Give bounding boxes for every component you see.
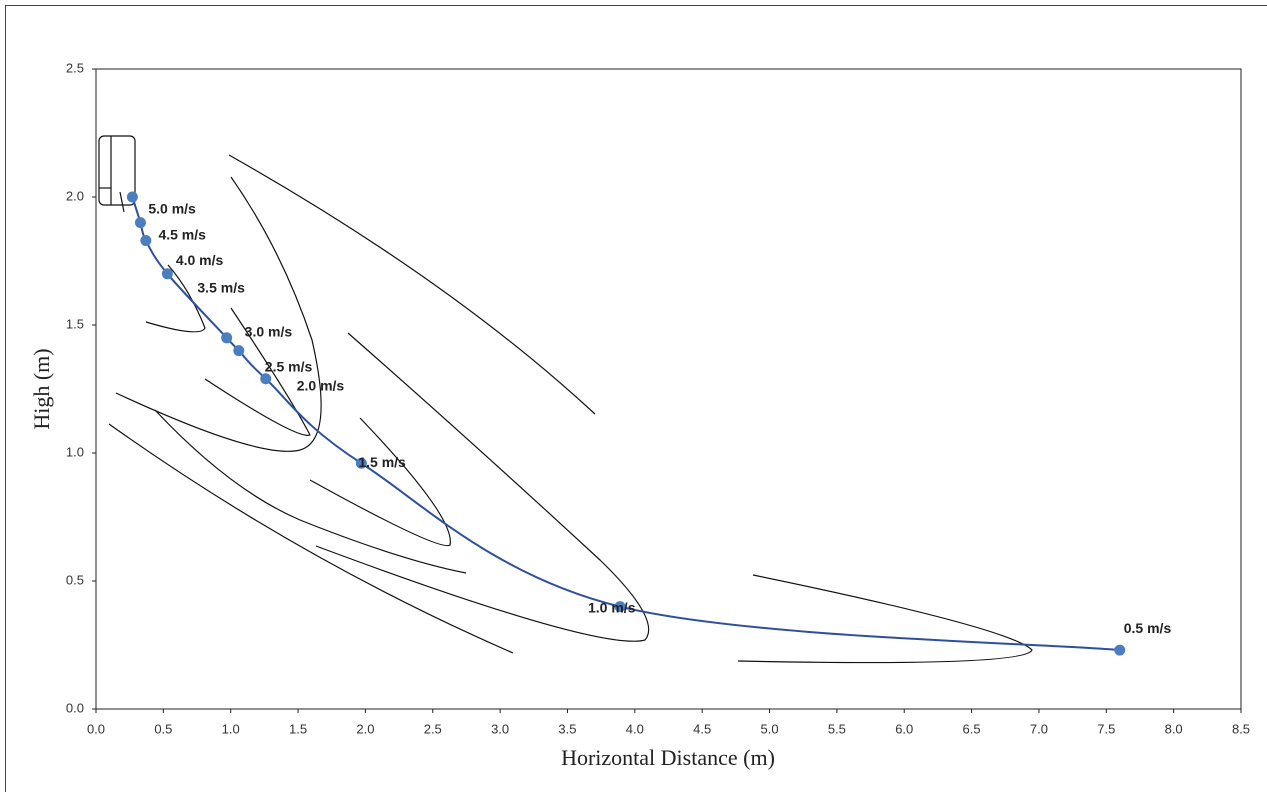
x-tick-label: 2.0	[356, 721, 374, 736]
trajectory-curve	[115, 176, 322, 452]
y-tick-label: 1.5	[66, 316, 84, 331]
y-tick-label: 0.0	[66, 700, 84, 715]
trajectory-curve	[154, 409, 467, 574]
plot-area	[95, 68, 1242, 710]
data-point	[134, 217, 146, 229]
point-label: 3.5 m/s	[197, 280, 245, 296]
point-label: 1.5 m/s	[358, 454, 406, 470]
x-tick-label: 8.0	[1165, 721, 1183, 736]
x-tick-label: 4.5	[693, 721, 711, 736]
point-label: 1.0 m/s	[588, 599, 636, 615]
data-point	[260, 373, 272, 385]
y-axis-title: High (m)	[29, 348, 54, 429]
x-tick-label: 7.0	[1030, 721, 1048, 736]
x-tick-label: 8.5	[1232, 721, 1250, 736]
x-tick-label: 2.5	[424, 721, 442, 736]
x-tick-label: 0.0	[87, 721, 105, 736]
series-line	[131, 196, 1120, 652]
x-tick-label: 6.0	[895, 721, 913, 736]
data-point	[355, 457, 367, 469]
x-tick-label: 1.5	[289, 721, 307, 736]
trajectory-curve	[315, 332, 650, 642]
y-tick-label: 1.0	[66, 444, 84, 459]
x-tick-label: 1.0	[222, 721, 240, 736]
y-tick-label: 2.0	[66, 188, 84, 203]
data-point	[221, 332, 233, 344]
x-tick-label: 6.5	[963, 721, 981, 736]
trajectory-curve	[737, 574, 1033, 664]
point-label: 4.0 m/s	[176, 252, 224, 268]
point-label: 2.0 m/s	[297, 377, 345, 393]
point-label: 0.5 m/s	[1124, 620, 1172, 636]
trajectory-curve	[309, 417, 451, 547]
point-label: 2.5 m/s	[265, 358, 313, 374]
data-point	[161, 268, 173, 280]
x-tick-label: 7.5	[1097, 721, 1115, 736]
decorations	[98, 135, 1033, 664]
data-point	[140, 235, 152, 247]
data-point	[126, 191, 138, 203]
trajectory-curve	[228, 154, 596, 415]
y-tick-label: 2.5	[66, 60, 84, 75]
data-point	[1114, 644, 1126, 656]
y-tick-label: 0.5	[66, 572, 84, 587]
machine	[98, 135, 136, 206]
x-axis-title: Horizontal Distance (m)	[561, 745, 775, 770]
x-tick-label: 0.5	[154, 721, 172, 736]
data-point	[614, 601, 626, 613]
x-tick-label: 5.5	[828, 721, 846, 736]
x-tick-label: 5.0	[760, 721, 778, 736]
trajectory-curve	[204, 307, 311, 436]
data-point	[233, 345, 245, 357]
x-tick-label: 3.5	[558, 721, 576, 736]
machine-part	[119, 191, 125, 213]
point-label: 5.0 m/s	[148, 201, 196, 217]
point-label: 4.5 m/s	[158, 226, 206, 242]
trajectory-curve	[145, 264, 206, 333]
frame	[5, 5, 1267, 792]
x-tick-label: 4.0	[626, 721, 644, 736]
point-label: 3.0 m/s	[245, 324, 293, 340]
trajectory-curve	[108, 423, 514, 654]
x-tick-label: 3.0	[491, 721, 509, 736]
